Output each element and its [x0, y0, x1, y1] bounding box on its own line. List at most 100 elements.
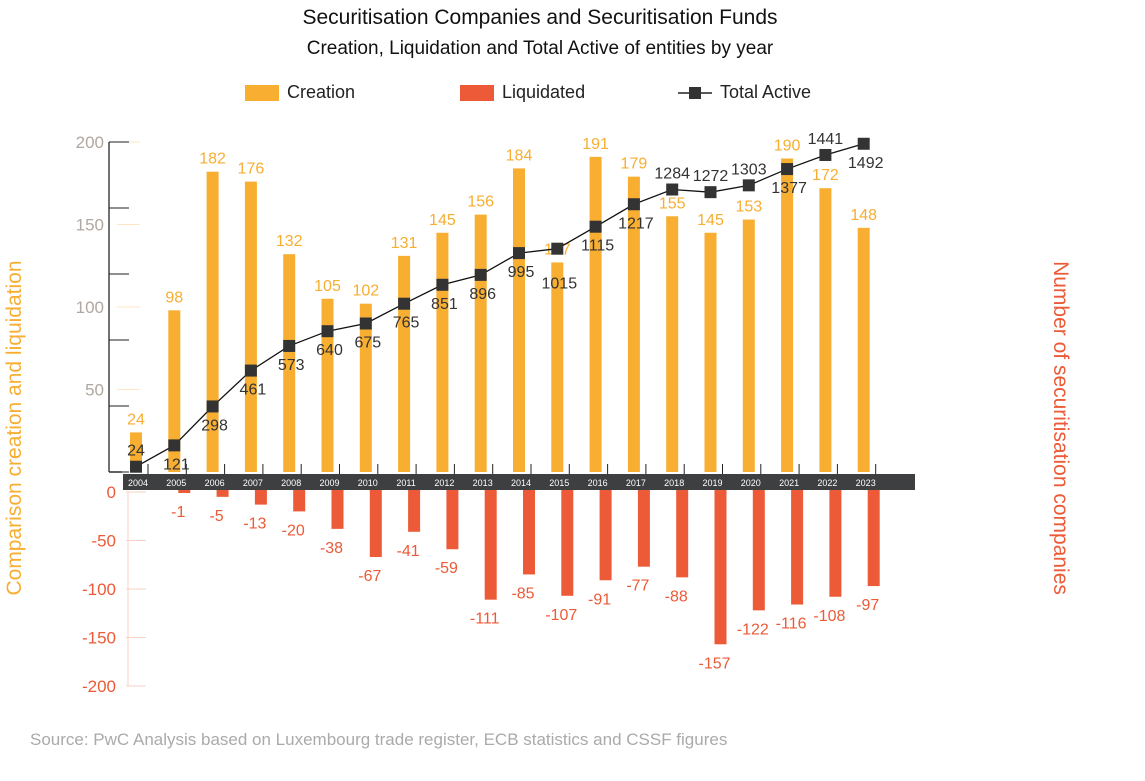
- total-active-marker: [244, 364, 257, 377]
- x-tick-label: 2012: [434, 478, 454, 488]
- liquidated-bar: [829, 490, 842, 597]
- liquidated-label: -91: [588, 591, 611, 608]
- liquidated-label: -59: [435, 560, 458, 577]
- creation-bar: [551, 262, 564, 472]
- total-active-label: 1377: [771, 180, 807, 197]
- x-tick-label: 2009: [319, 478, 339, 488]
- total-active-marker: [742, 179, 755, 192]
- legend-line-marker-icon: [678, 86, 712, 99]
- liquidated-label: -5: [209, 508, 223, 525]
- total-active-label: 1217: [618, 215, 654, 232]
- total-active-label: 461: [240, 382, 267, 399]
- liquidated-bar: [216, 490, 229, 497]
- liquidated-bar: [791, 490, 804, 605]
- liquidated-label: -97: [856, 597, 879, 614]
- x-tick-label: 2016: [588, 478, 608, 488]
- creation-bar: [244, 181, 257, 472]
- x-tick-label: 2022: [817, 478, 837, 488]
- y-tick-label: -150: [82, 629, 116, 648]
- creation-label: 145: [697, 212, 724, 229]
- total-active-label: 24: [127, 443, 145, 460]
- total-active-label: 1272: [693, 168, 729, 185]
- total-active-marker: [857, 137, 870, 150]
- liquidated-label: -20: [282, 522, 305, 539]
- x-tick-label: 2006: [205, 478, 225, 488]
- y-tick-label: 200: [76, 133, 104, 152]
- liquidated-bar: [331, 490, 344, 529]
- creation-label: 24: [127, 411, 145, 428]
- total-active-label: 121: [163, 456, 190, 473]
- total-active-label: 675: [354, 335, 381, 352]
- chart-subtitle: Creation, Liquidation and Total Active o…: [306, 38, 774, 59]
- legend-label: Creation: [287, 82, 356, 102]
- creation-bar: [436, 232, 449, 472]
- total-active-label: 1303: [731, 161, 767, 178]
- liquidated-bar: [446, 490, 459, 550]
- total-active-label: 896: [469, 286, 496, 303]
- legend-swatch-creation: [245, 84, 279, 101]
- liquidated-label: -88: [665, 588, 688, 605]
- total-active-label: 1492: [848, 155, 884, 172]
- total-active-label: 1015: [542, 276, 578, 293]
- total-active-marker: [398, 297, 411, 310]
- liquidated-label: -107: [545, 607, 577, 624]
- liquidated-bar: [408, 490, 421, 532]
- liquidated-label: -157: [698, 655, 730, 672]
- x-tick-label: 2020: [741, 478, 761, 488]
- liquidated-label: -67: [358, 568, 381, 585]
- x-tick-label: 2023: [856, 478, 876, 488]
- x-tick-label: 2015: [549, 478, 569, 488]
- y-tick-label: -50: [91, 532, 116, 551]
- creation-label: 148: [850, 207, 877, 224]
- creation-label: 155: [659, 195, 686, 212]
- x-tick-label: 2005: [166, 478, 186, 488]
- legend-creation: Creation: [245, 82, 355, 103]
- total-active-marker: [551, 242, 564, 255]
- liquidated-bar: [484, 490, 497, 600]
- creation-bar: [819, 188, 832, 472]
- creation-bar: [781, 158, 794, 472]
- total-active-marker: [704, 186, 717, 199]
- x-axis-band: [123, 474, 915, 490]
- legend-total-active: Total Active: [678, 82, 811, 103]
- creation-bar: [857, 227, 870, 472]
- total-active-marker: [436, 278, 449, 291]
- liquidated-label: -1: [171, 504, 185, 521]
- total-active-marker: [321, 325, 334, 338]
- creation-label: 176: [238, 161, 265, 178]
- creation-label: 102: [352, 283, 379, 300]
- creation-label: 132: [276, 233, 303, 250]
- total-active-label: 1284: [654, 166, 690, 183]
- creation-label: 190: [774, 138, 801, 155]
- creation-bar: [627, 176, 640, 472]
- creation-bar: [283, 254, 296, 472]
- creation-label: 131: [391, 235, 418, 252]
- total-active-marker: [168, 439, 181, 452]
- liquidated-bar: [178, 490, 191, 493]
- total-active-label: 765: [393, 315, 420, 332]
- x-tick-label: 2019: [702, 478, 722, 488]
- liquidated-label: -41: [397, 543, 420, 560]
- liquidated-bar: [293, 490, 306, 512]
- creation-bar: [398, 255, 411, 472]
- chart-title: Securitisation Companies and Securitisat…: [302, 6, 778, 29]
- liquidated-label: -108: [813, 608, 845, 625]
- creation-bar: [206, 171, 219, 472]
- creation-label: 105: [314, 278, 341, 295]
- total-active-marker: [283, 339, 296, 352]
- x-tick-label: 2007: [243, 478, 263, 488]
- liquidated-bar: [714, 490, 727, 645]
- creation-bar: [742, 219, 755, 472]
- creation-bar: [513, 168, 525, 472]
- total-active-marker: [781, 163, 794, 176]
- creation-label: 153: [735, 199, 762, 216]
- y-tick-label: 50: [85, 381, 104, 400]
- creation-bar: [666, 216, 679, 472]
- creation-label: 182: [199, 151, 226, 168]
- total-active-label: 1441: [808, 131, 844, 148]
- creation-bar: [168, 310, 181, 472]
- x-tick-label: 2013: [473, 478, 493, 488]
- total-active-marker: [627, 198, 640, 211]
